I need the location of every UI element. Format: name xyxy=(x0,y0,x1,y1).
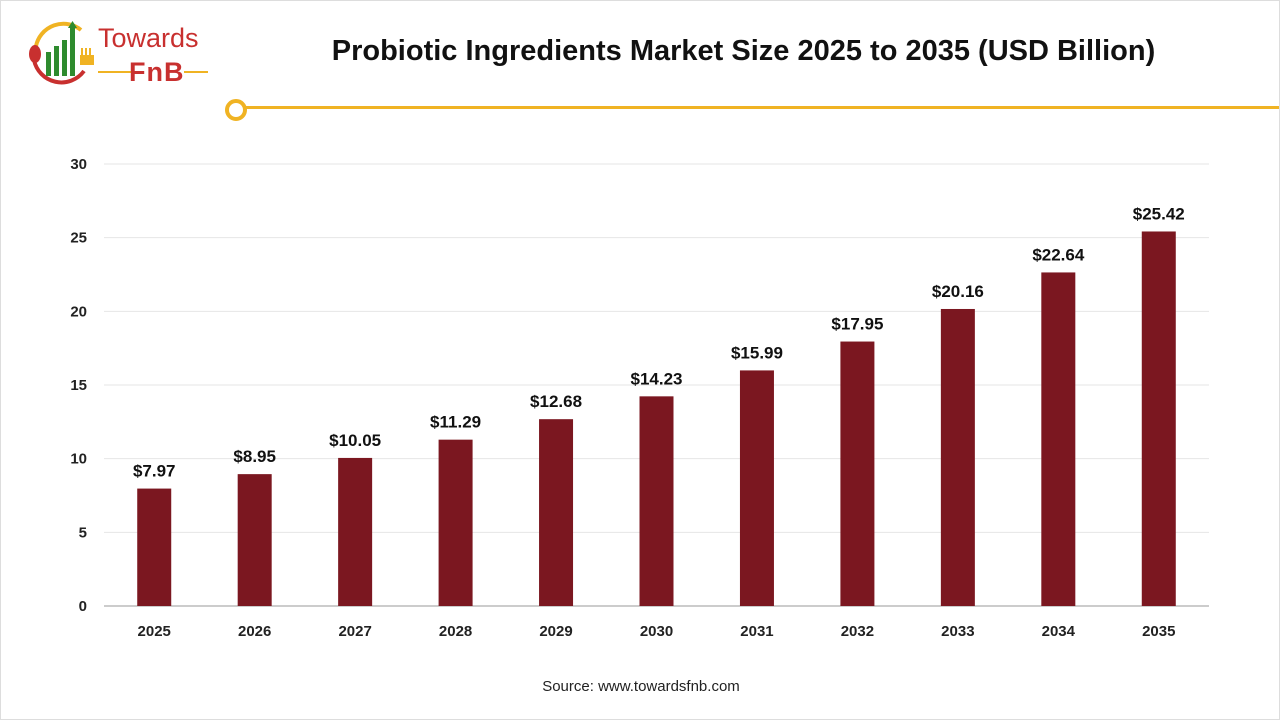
x-tick-label: 2026 xyxy=(238,623,271,640)
bar xyxy=(338,457,373,606)
data-label: $17.95 xyxy=(831,315,883,334)
bar xyxy=(840,341,875,606)
logo-divider-right xyxy=(184,71,208,73)
data-label: $25.42 xyxy=(1133,204,1185,223)
data-label: $14.23 xyxy=(631,369,683,388)
y-tick-label: 10 xyxy=(70,451,87,468)
logo-subtext: FnB xyxy=(129,57,185,87)
bar xyxy=(739,370,774,606)
bar xyxy=(1041,272,1076,606)
x-tick-label: 2025 xyxy=(138,623,171,640)
bar xyxy=(237,474,272,606)
data-label: $11.29 xyxy=(430,413,481,432)
x-tick-label: 2035 xyxy=(1142,623,1175,640)
x-tick-label: 2029 xyxy=(539,623,572,640)
y-tick-label: 20 xyxy=(70,303,87,320)
x-tick-label: 2032 xyxy=(841,623,874,640)
y-tick-label: 15 xyxy=(70,377,87,394)
title-underline-dot xyxy=(225,99,247,121)
data-label: $12.68 xyxy=(530,392,582,411)
towardsfnb-logo: Towards xyxy=(26,16,199,91)
bar xyxy=(940,308,975,606)
logo-icon xyxy=(29,21,94,85)
x-tick-label: 2027 xyxy=(338,623,371,640)
bar xyxy=(1141,231,1176,606)
title-underline xyxy=(245,106,1279,109)
bar xyxy=(438,439,473,606)
x-tick-label: 2034 xyxy=(1042,623,1076,640)
chart-title: Probiotic Ingredients Market Size 2025 t… xyxy=(331,35,1156,67)
data-label: $10.05 xyxy=(329,431,381,450)
x-tick-label: 2028 xyxy=(439,623,472,640)
bar xyxy=(137,488,172,606)
bar xyxy=(639,396,674,606)
y-tick-label: 0 xyxy=(79,598,87,615)
source-note: Source: www.towardsfnb.com xyxy=(542,678,740,695)
y-tick-label: 25 xyxy=(70,230,87,247)
data-label: $7.97 xyxy=(133,462,176,481)
bar xyxy=(539,419,574,606)
x-tick-label: 2030 xyxy=(640,623,673,640)
y-tick-label: 5 xyxy=(79,524,87,541)
data-label: $8.95 xyxy=(233,447,276,466)
data-label: $15.99 xyxy=(731,343,783,362)
x-tick-label: 2031 xyxy=(740,623,773,640)
logo-divider-left xyxy=(98,71,131,73)
data-label: $20.16 xyxy=(932,282,984,301)
logo-text: Towards xyxy=(98,23,199,53)
x-tick-label: 2033 xyxy=(941,623,974,640)
data-label: $22.64 xyxy=(1032,245,1085,264)
y-tick-label: 30 xyxy=(70,156,87,173)
